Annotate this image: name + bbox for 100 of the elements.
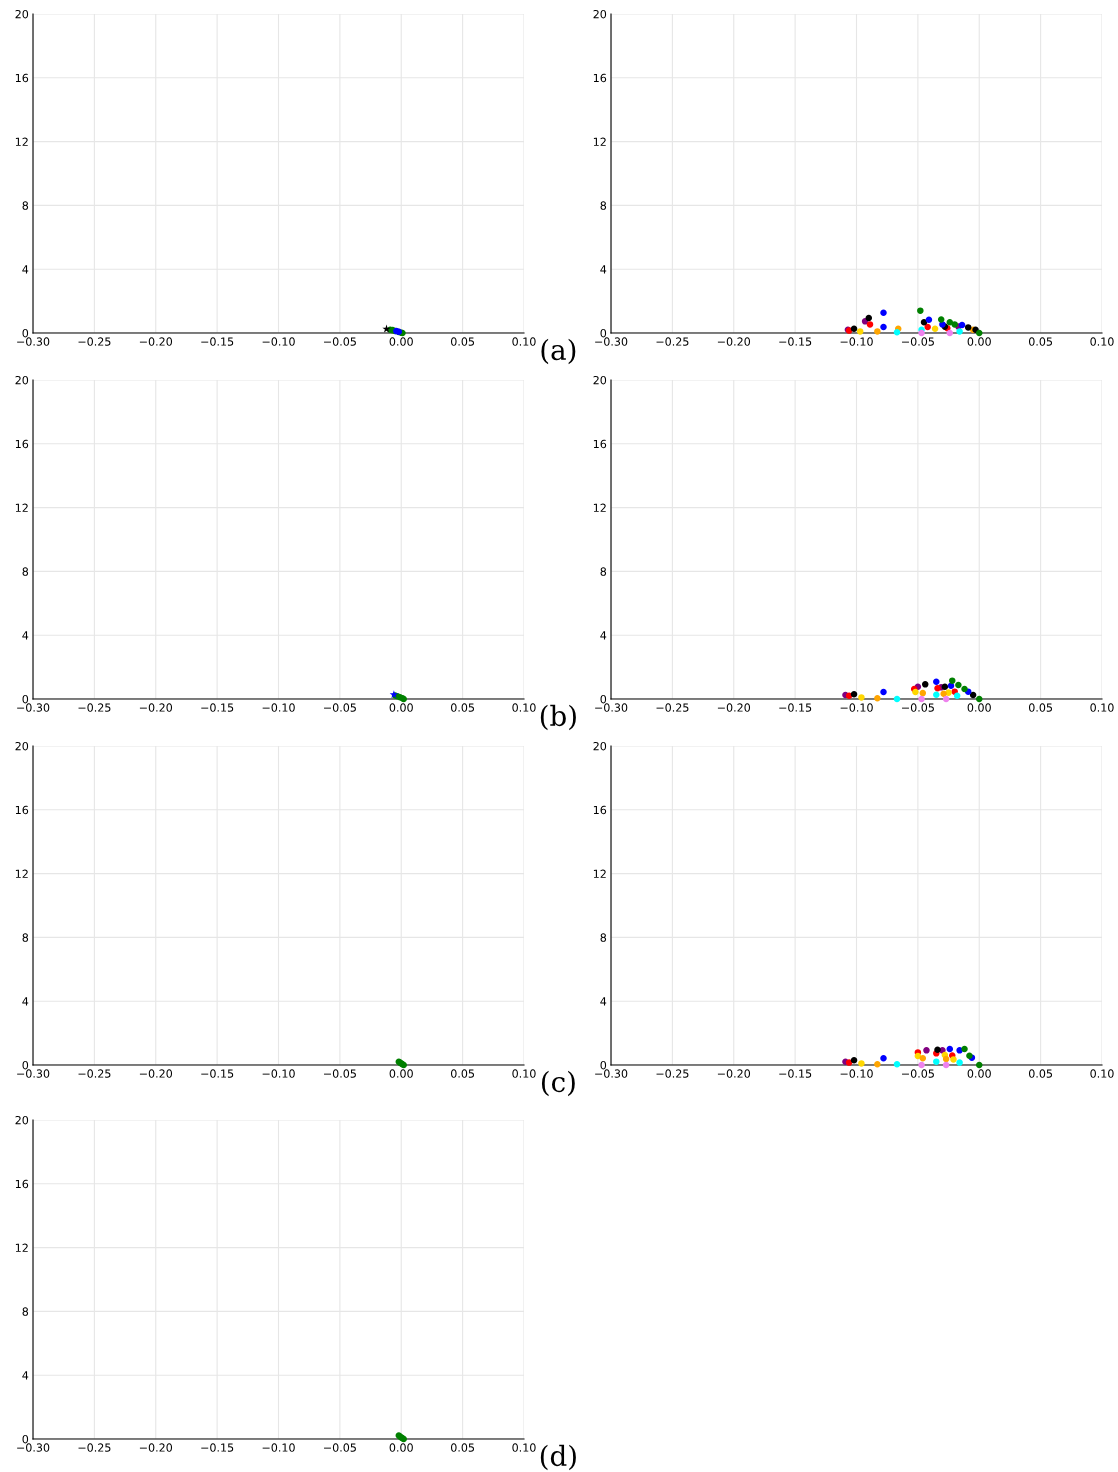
- x-tick-label: −0.25: [656, 337, 689, 346]
- y-tick-label: 12: [593, 869, 606, 878]
- x-tick-label: 0.10: [1090, 337, 1114, 346]
- x-tick-label: −0.15: [201, 337, 234, 346]
- x-tick-label: 0.00: [389, 1069, 413, 1078]
- x-tick-label: −0.30: [17, 703, 50, 712]
- x-tick-label: −0.15: [779, 337, 812, 346]
- y-tick-label: 8: [600, 201, 607, 210]
- y-tick-label: 12: [593, 137, 606, 146]
- x-tick-label: −0.15: [201, 703, 234, 712]
- x-tick-label: −0.10: [840, 703, 873, 712]
- x-tick-label: −0.25: [78, 1443, 111, 1452]
- y-tick-label: 20: [593, 9, 607, 19]
- x-tick-label: −0.10: [840, 1069, 873, 1078]
- x-tick-label: −0.10: [262, 337, 295, 346]
- x-tick-label: 0.00: [389, 703, 413, 712]
- text: (d): [540, 1444, 576, 1471]
- x-tick-label: −0.30: [17, 337, 50, 346]
- y-tick-label: 20: [15, 375, 29, 385]
- x-tick-label: −0.10: [262, 703, 295, 712]
- y-tick-label: 0: [600, 328, 607, 338]
- x-tick-label: 0.00: [389, 1443, 413, 1452]
- y-tick-label: 12: [15, 137, 28, 146]
- y-tick-label: 12: [15, 869, 28, 878]
- x-tick-label: 0.00: [967, 1069, 991, 1078]
- y-tick-label: 8: [22, 567, 29, 576]
- x-tick-label: −0.05: [324, 703, 356, 712]
- x-tick-label: −0.20: [139, 703, 173, 712]
- y-tick-label: 20: [15, 741, 29, 751]
- x-tick-label: 0.00: [967, 337, 991, 346]
- y-tick-label: 16: [593, 439, 607, 449]
- x-tick-label: −0.25: [78, 1069, 111, 1078]
- x-tick-label: −0.05: [902, 703, 934, 712]
- x-tick-label: −0.05: [902, 1069, 934, 1078]
- x-tick-label: 0.10: [512, 1069, 536, 1078]
- y-tick-label: 0: [22, 694, 29, 704]
- x-tick-label: −0.10: [262, 1443, 295, 1452]
- x-tick-label: 0.10: [512, 703, 536, 712]
- x-tick-label: 0.05: [1028, 1069, 1053, 1078]
- x-tick-label: 0.05: [1028, 703, 1053, 712]
- x-tick-label: 0.05: [450, 1069, 475, 1078]
- x-tick-label: 0.05: [450, 1443, 475, 1452]
- x-tick-label: 0.10: [512, 1443, 536, 1452]
- y-tick-label: 8: [22, 201, 29, 210]
- y-tick-label: 4: [600, 265, 607, 274]
- x-tick-label: −0.30: [17, 1069, 50, 1078]
- y-tick-label: 8: [22, 933, 29, 942]
- y-tick-label: 20: [593, 741, 607, 751]
- y-tick-label: 0: [600, 1060, 607, 1070]
- y-tick-label: 12: [15, 503, 28, 512]
- y-tick-label: 16: [15, 73, 29, 83]
- y-tick-label: 4: [22, 997, 29, 1006]
- x-tick-label: −0.20: [717, 337, 751, 346]
- y-tick-label: 16: [15, 1179, 29, 1189]
- x-tick-label: −0.20: [717, 703, 751, 712]
- x-tick-label: −0.20: [139, 1443, 173, 1452]
- x-tick-label: −0.10: [262, 1069, 295, 1078]
- x-tick-label: −0.30: [595, 1069, 628, 1078]
- y-tick-label: 12: [593, 503, 606, 512]
- y-tick-label: 20: [15, 9, 29, 19]
- y-tick-label: 0: [22, 328, 29, 338]
- y-tick-label: 0: [600, 694, 607, 704]
- text: (b): [540, 704, 576, 731]
- x-tick-label: −0.25: [656, 1069, 689, 1078]
- y-tick-label: 4: [22, 265, 29, 274]
- x-tick-label: 0.00: [967, 703, 991, 712]
- text: (c): [541, 1070, 575, 1097]
- y-tick-label: 16: [593, 805, 607, 815]
- y-tick-label: 4: [600, 997, 607, 1006]
- x-tick-label: −0.05: [324, 337, 356, 346]
- x-tick-label: −0.05: [324, 1069, 356, 1078]
- y-tick-label: 4: [600, 631, 607, 640]
- x-tick-label: −0.15: [779, 703, 812, 712]
- x-tick-label: 0.05: [1028, 337, 1053, 346]
- y-tick-label: 0: [22, 1434, 29, 1444]
- x-tick-label: −0.25: [78, 337, 111, 346]
- y-tick-label: 4: [22, 631, 29, 640]
- y-tick-label: 20: [593, 375, 607, 385]
- x-tick-label: 0.10: [512, 337, 536, 346]
- x-tick-label: −0.30: [595, 703, 628, 712]
- x-tick-label: −0.30: [17, 1443, 50, 1452]
- y-tick-label: 16: [15, 439, 29, 449]
- y-tick-label: 8: [22, 1307, 29, 1316]
- x-tick-label: −0.15: [779, 1069, 812, 1078]
- y-tick-label: 8: [600, 567, 607, 576]
- y-tick-label: 0: [22, 1060, 29, 1070]
- x-tick-label: −0.05: [324, 1443, 356, 1452]
- x-tick-label: −0.20: [717, 1069, 751, 1078]
- x-tick-label: −0.15: [201, 1443, 234, 1452]
- y-tick-label: 20: [15, 1115, 29, 1125]
- x-tick-label: 0.05: [450, 337, 475, 346]
- y-tick-label: 8: [600, 933, 607, 942]
- x-tick-label: −0.30: [595, 337, 628, 346]
- y-tick-label: 16: [593, 73, 607, 83]
- x-tick-label: −0.25: [656, 703, 689, 712]
- y-tick-label: 12: [15, 1243, 28, 1252]
- x-tick-label: 0.05: [450, 703, 475, 712]
- x-tick-label: −0.15: [201, 1069, 234, 1078]
- x-tick-label: −0.20: [139, 337, 173, 346]
- text: (a): [541, 338, 576, 365]
